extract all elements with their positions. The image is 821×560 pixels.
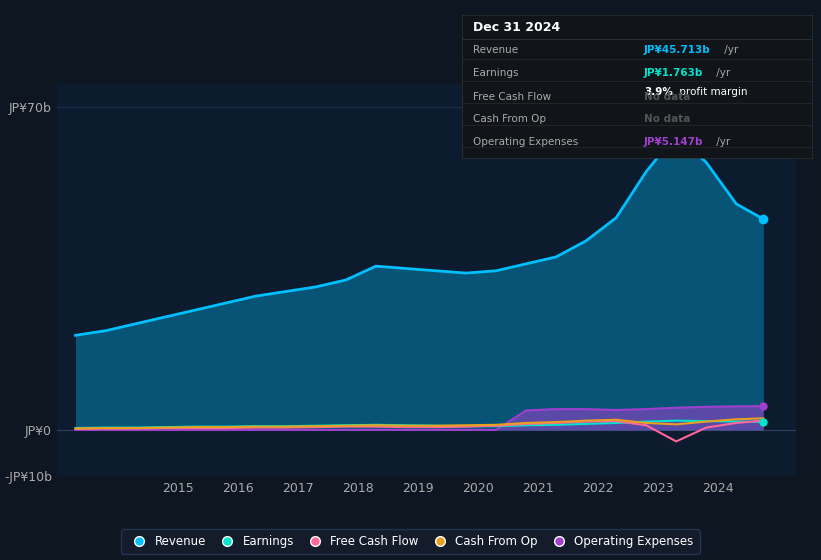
Text: Operating Expenses: Operating Expenses bbox=[473, 137, 578, 147]
Text: Revenue: Revenue bbox=[473, 45, 517, 55]
Legend: Revenue, Earnings, Free Cash Flow, Cash From Op, Operating Expenses: Revenue, Earnings, Free Cash Flow, Cash … bbox=[122, 529, 699, 554]
Text: 3.9%: 3.9% bbox=[644, 87, 673, 97]
Text: /yr: /yr bbox=[713, 137, 731, 147]
Text: Cash From Op: Cash From Op bbox=[473, 114, 545, 124]
Text: JP¥1.763b: JP¥1.763b bbox=[644, 68, 704, 78]
Text: /yr: /yr bbox=[721, 45, 738, 55]
Text: JP¥5.147b: JP¥5.147b bbox=[644, 137, 704, 147]
Text: JP¥45.713b: JP¥45.713b bbox=[644, 45, 711, 55]
Text: Earnings: Earnings bbox=[473, 68, 518, 78]
Text: Free Cash Flow: Free Cash Flow bbox=[473, 92, 551, 102]
Text: profit margin: profit margin bbox=[676, 87, 747, 97]
Text: No data: No data bbox=[644, 114, 690, 124]
Text: /yr: /yr bbox=[713, 68, 731, 78]
Text: No data: No data bbox=[644, 92, 690, 102]
Text: Dec 31 2024: Dec 31 2024 bbox=[473, 21, 560, 34]
